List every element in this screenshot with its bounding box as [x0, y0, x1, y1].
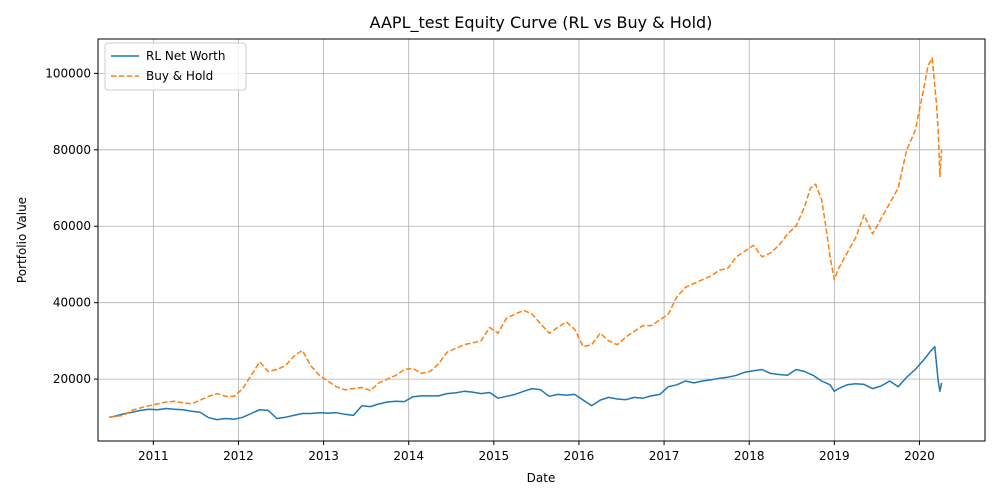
y-tick-label: 20000 — [53, 372, 91, 386]
chart-title: AAPL_test Equity Curve (RL vs Buy & Hold… — [370, 13, 713, 33]
grid-layer — [98, 39, 985, 441]
x-tick-label: 2016 — [564, 449, 595, 463]
series-line-buy-and-hold — [108, 57, 943, 419]
x-tick-label: 2020 — [904, 449, 935, 463]
x-tick-label: 2013 — [308, 449, 339, 463]
x-axis-label: Date — [527, 471, 556, 485]
x-tick-label: 2011 — [138, 449, 169, 463]
y-axis-label: Portfolio Value — [15, 197, 29, 283]
y-axis: 20000 40000 60000 80000 100000 — [45, 66, 98, 386]
x-tick-label: 2017 — [649, 449, 680, 463]
x-tick-label: 2015 — [479, 449, 510, 463]
x-tick-label: 2012 — [223, 449, 254, 463]
series-layer — [108, 57, 943, 421]
series-line-rl-net-worth — [108, 345, 943, 421]
x-tick-label: 2019 — [819, 449, 850, 463]
legend-label-rl-net-worth: RL Net Worth — [146, 49, 225, 63]
legend: RL Net Worth Buy & Hold — [104, 42, 247, 91]
y-tick-label: 40000 — [53, 296, 91, 310]
y-tick-label: 60000 — [53, 219, 91, 233]
plot-frame — [97, 38, 986, 442]
legend-label-buy-and-hold: Buy & Hold — [146, 69, 213, 83]
x-axis: 2011 2012 2013 2014 2015 2016 2017 2018 2019 2020 — [138, 441, 935, 463]
x-tick-label: 2014 — [393, 449, 424, 463]
x-tick-label: 2018 — [734, 449, 765, 463]
y-tick-label: 80000 — [53, 143, 91, 157]
y-tick-label: 100000 — [45, 66, 91, 80]
legend-box — [104, 42, 247, 91]
